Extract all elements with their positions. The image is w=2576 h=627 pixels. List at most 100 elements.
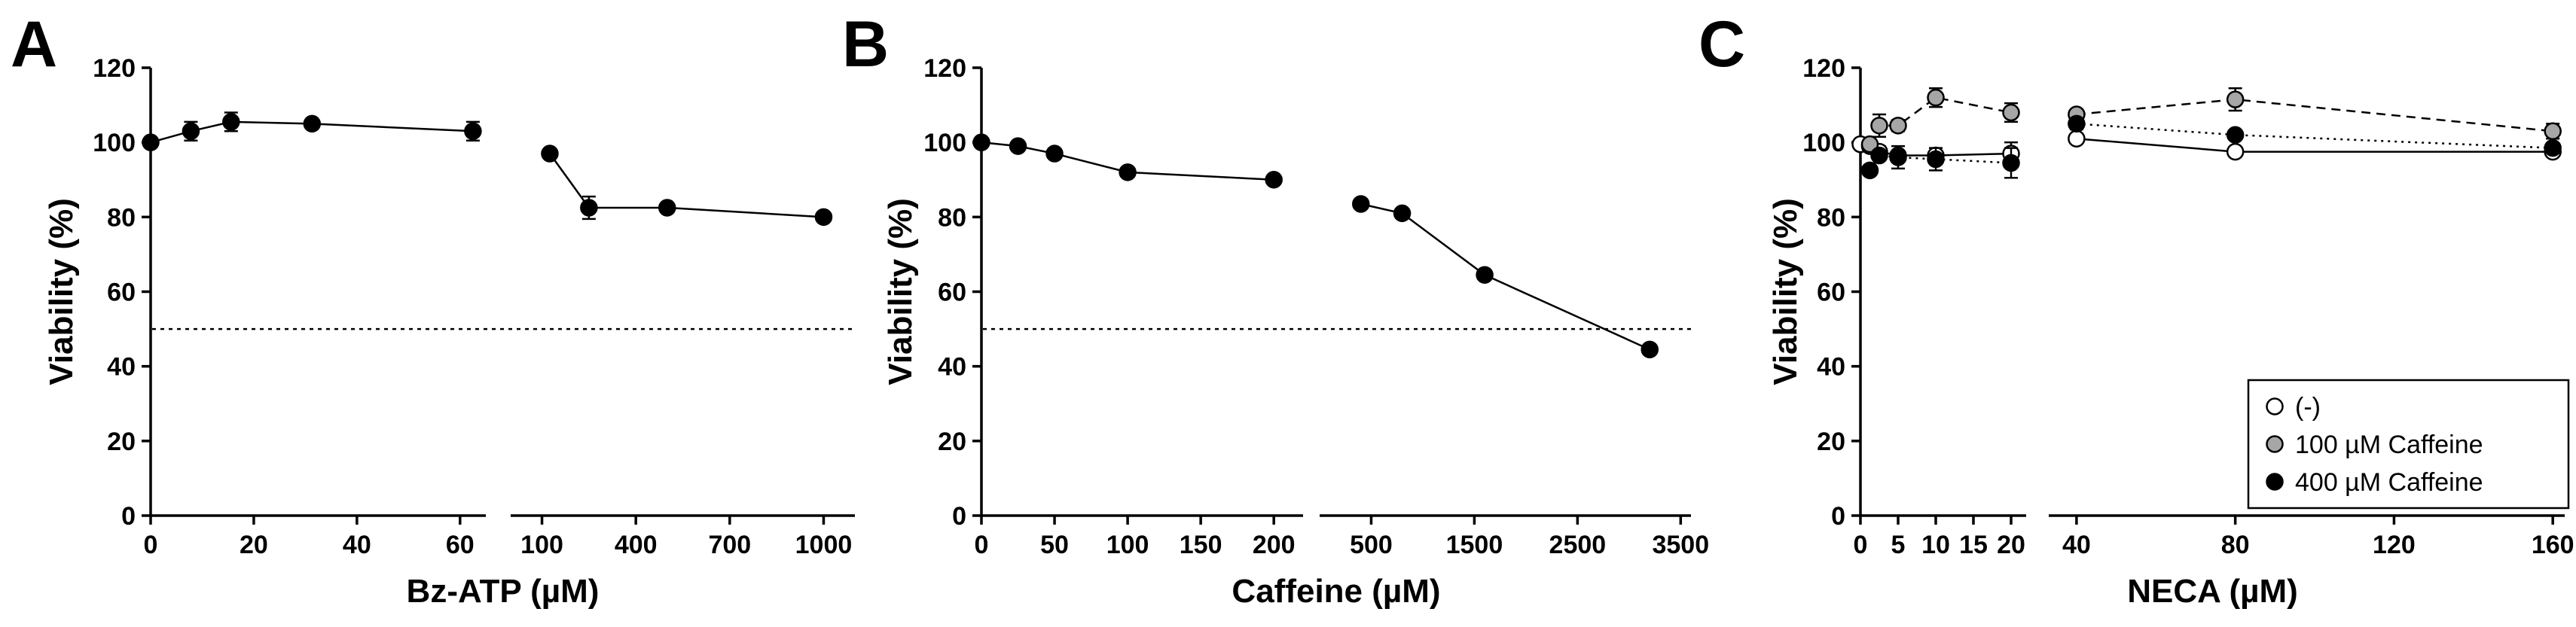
x-tick-label: 120: [2373, 531, 2416, 559]
y-tick-label: 60: [107, 278, 136, 307]
x-axis-title: NECA (µM): [2127, 573, 2298, 610]
data-point: [1265, 171, 1283, 189]
panel-letter: C: [1699, 8, 1745, 81]
data-point: [1045, 145, 1064, 163]
x-tick-label: 200: [1253, 531, 1296, 559]
legend-entry: 100 µM Caffeine: [2295, 431, 2483, 459]
x-tick-label: 5: [1891, 531, 1906, 559]
data-point: [1860, 135, 1879, 154]
x-tick-label: 15: [1959, 531, 1988, 559]
y-tick-label: 20: [1817, 428, 1845, 456]
x-tick-label: 20: [240, 531, 268, 559]
series-line-segment-1: [1360, 202, 1650, 351]
y-tick-label: 0: [1831, 502, 1845, 531]
data-point: [1860, 161, 1879, 180]
panel-A: A 0 20 40 60 80 100 120 Viability (%) 0 20 40 60 100 4…: [11, 8, 855, 610]
y-tick-label: 100: [93, 129, 136, 157]
x-tick-label: 400: [615, 531, 658, 559]
data-point: [182, 122, 200, 141]
data-point: [1870, 117, 1888, 135]
data-point: [303, 114, 322, 133]
x-tick-label: 0: [144, 531, 158, 559]
x-tick-label: 500: [1350, 531, 1393, 559]
y-tick-label: 100: [923, 129, 966, 157]
data-point: [2544, 138, 2562, 157]
y-tick-label: 120: [93, 54, 136, 83]
data-point: [972, 133, 990, 151]
data-point: [814, 208, 833, 227]
x-tick-label: 700: [708, 531, 751, 559]
y-tick-label: 80: [938, 203, 966, 232]
panel-letter: B: [842, 8, 889, 81]
data-point: [1119, 163, 1137, 181]
data-point: [1641, 340, 1659, 359]
series-line-series-0: [2076, 137, 2553, 153]
y-axis-title: Viability (%): [1767, 198, 1804, 385]
y-tick-label: 20: [107, 428, 136, 456]
x-tick-label: 80: [2221, 531, 2250, 559]
x-tick-label: 40: [343, 531, 371, 559]
data-point: [1870, 146, 1888, 165]
data-point: [2068, 129, 2086, 148]
series-line-series-1: [2076, 98, 2553, 132]
data-point: [2544, 122, 2562, 141]
x-tick-label: 1500: [1446, 531, 1503, 559]
data-point: [222, 113, 240, 131]
data-point: [1009, 137, 1027, 155]
x-tick-label: 0: [975, 531, 989, 559]
x-tick-label: 20: [1997, 531, 2025, 559]
data-point: [2226, 90, 2245, 108]
data-point: [464, 122, 482, 141]
x-axis-title: Bz-ATP (µM): [407, 573, 600, 610]
series-line-series-1: [1869, 96, 2012, 145]
x-axis-title: Caffeine (µM): [1232, 573, 1440, 610]
x-tick-label: 60: [446, 531, 475, 559]
data-point: [1889, 117, 1907, 135]
x-tick-label: 160: [2532, 531, 2574, 559]
series-line-segment-1: [548, 153, 824, 218]
data-point: [2002, 103, 2020, 122]
legend-marker: [2266, 397, 2284, 415]
legend-entry: (-): [2295, 393, 2321, 422]
x-tick-label: 150: [1180, 531, 1222, 559]
x-tick-label: 3500: [1652, 531, 1709, 559]
y-axis-title: Viability (%): [43, 198, 80, 385]
data-point: [2226, 142, 2245, 161]
data-point: [2002, 154, 2020, 172]
x-tick-label: 100: [520, 531, 563, 559]
y-tick-label: 80: [107, 203, 136, 232]
data-point: [1889, 148, 1907, 166]
legend-marker: [2266, 473, 2284, 491]
y-tick-label: 40: [107, 353, 136, 382]
x-tick-label: 50: [1040, 531, 1069, 559]
y-axis-title: Viability (%): [882, 198, 919, 385]
legend-marker: [2266, 435, 2284, 453]
data-point: [2068, 114, 2086, 133]
data-point: [1927, 150, 1945, 169]
y-tick-label: 40: [938, 353, 966, 382]
data-point: [1352, 195, 1370, 213]
y-tick-label: 120: [1802, 54, 1845, 83]
x-tick-label: 2500: [1549, 531, 1607, 559]
x-tick-label: 100: [1106, 531, 1149, 559]
y-tick-label: 20: [938, 428, 966, 456]
x-tick-label: 40: [2062, 531, 2091, 559]
legend-entry: 400 µM Caffeine: [2295, 468, 2483, 497]
panel-B: B 0 20 40 60 80 100 120 Viability (%) 0 50 100 150 20…: [842, 8, 1709, 610]
y-tick-label: 100: [1802, 129, 1845, 157]
data-point: [1927, 88, 1945, 107]
data-point: [1476, 266, 1494, 284]
data-point: [1393, 204, 1412, 223]
y-tick-label: 40: [1817, 353, 1845, 382]
x-tick-label: 1000: [795, 531, 853, 559]
data-point: [658, 199, 676, 217]
y-tick-label: 80: [1817, 203, 1845, 232]
y-tick-label: 60: [938, 278, 966, 307]
y-tick-label: 0: [121, 502, 136, 531]
data-point: [541, 145, 559, 163]
y-tick-label: 0: [952, 502, 966, 531]
data-point: [2226, 126, 2245, 144]
x-tick-label: 0: [1854, 531, 1868, 559]
